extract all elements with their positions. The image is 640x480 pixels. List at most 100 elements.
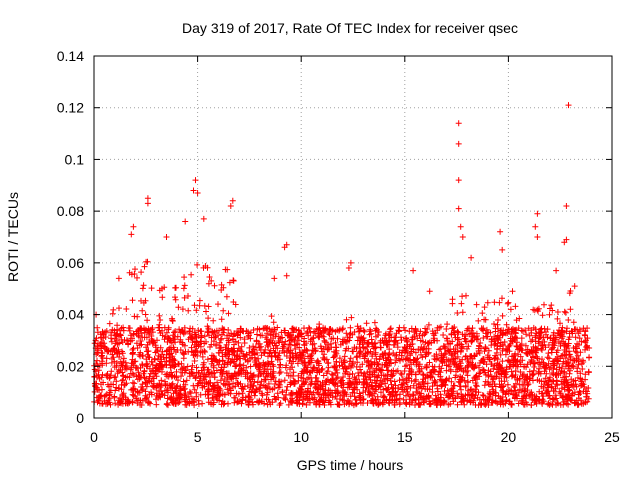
roti-point	[106, 375, 113, 382]
roti-point	[540, 360, 547, 366]
roti-point	[418, 351, 424, 358]
roti-point	[575, 330, 582, 337]
roti-point	[180, 364, 187, 371]
roti-point	[399, 376, 406, 383]
roti-point	[559, 394, 566, 401]
roti-point	[313, 325, 320, 332]
roti-point	[141, 374, 148, 381]
roti-point	[183, 377, 190, 384]
roti-point	[112, 373, 119, 380]
roti-point	[213, 342, 219, 349]
roti-point	[585, 385, 592, 391]
roti-point	[106, 320, 113, 327]
roti-point	[261, 400, 268, 407]
roti-point	[143, 334, 150, 341]
roti-point	[441, 351, 448, 358]
roti-point	[179, 328, 186, 335]
roti-point	[204, 356, 211, 363]
roti-point	[339, 396, 346, 403]
y-tick-label: 0.08	[57, 203, 84, 219]
roti-point	[239, 397, 246, 404]
x-tick-label: 0	[90, 429, 98, 445]
roti-point	[94, 324, 101, 331]
roti-point	[129, 379, 136, 386]
x-axis-label: GPS time / hours	[297, 457, 404, 473]
roti-point	[553, 381, 560, 388]
roti-point	[169, 318, 176, 324]
roti-point	[547, 374, 553, 381]
roti-point	[549, 370, 556, 376]
roti-point	[333, 396, 340, 402]
roti-point	[279, 389, 286, 396]
roti-point	[172, 294, 178, 301]
roti-point	[165, 326, 172, 333]
roti-point	[228, 387, 234, 394]
y-tick-label: 0.06	[57, 255, 84, 271]
roti-point	[335, 401, 342, 408]
roti-point	[429, 363, 436, 370]
roti-point	[444, 321, 451, 328]
roti-point	[413, 385, 420, 392]
roti-point	[274, 390, 281, 397]
roti-point	[94, 357, 100, 364]
roti-point	[159, 294, 166, 301]
roti-point	[252, 351, 258, 358]
roti-point	[205, 369, 212, 376]
x-tick-label: 15	[397, 429, 413, 445]
roti-point	[271, 381, 278, 387]
roti-point	[567, 306, 574, 313]
x-tick-label: 10	[293, 429, 309, 445]
roti-point	[412, 349, 419, 356]
roti-point	[560, 358, 567, 365]
roti-point	[375, 361, 382, 368]
roti-point	[429, 389, 436, 395]
roti-point	[157, 317, 164, 323]
chart-title: Day 319 of 2017, Rate Of TEC Index for r…	[182, 20, 518, 36]
roti-point	[508, 368, 515, 375]
roti-point	[561, 308, 568, 315]
roti-point	[131, 380, 138, 387]
roti-point	[582, 328, 589, 335]
roti-point	[163, 355, 170, 361]
roti-point	[434, 385, 441, 392]
roti-point	[199, 353, 206, 360]
roti-point	[222, 344, 229, 351]
roti-point	[384, 342, 391, 349]
roti-point	[554, 315, 561, 322]
roti-point	[129, 391, 136, 398]
grid-lines	[94, 56, 612, 418]
roti-point	[209, 352, 215, 359]
roti-point	[232, 301, 239, 308]
roti-point	[193, 307, 200, 314]
roti-point	[364, 369, 371, 376]
roti-point	[549, 307, 556, 314]
roti-point	[201, 333, 208, 340]
roti-point	[327, 401, 334, 408]
roti-point	[173, 284, 179, 291]
roti-point	[521, 392, 528, 399]
roti-point	[377, 366, 384, 373]
roti-point	[136, 333, 142, 340]
roti-point	[576, 342, 582, 348]
roti-point	[548, 302, 555, 309]
roti-point	[143, 363, 150, 370]
roti-point	[534, 355, 541, 362]
roti-point	[582, 371, 589, 378]
roti-point	[583, 344, 590, 350]
roti-point	[315, 334, 322, 341]
roti-point	[391, 378, 398, 385]
roti-point	[137, 338, 144, 344]
roti-point	[302, 379, 309, 386]
roti-point	[237, 347, 244, 354]
roti-point	[404, 349, 411, 356]
roti-point	[543, 331, 549, 338]
roti-point	[431, 379, 438, 386]
roti-point	[218, 373, 225, 380]
roti-point	[526, 368, 533, 375]
roti-point	[187, 390, 194, 397]
roti-point	[148, 285, 155, 292]
roti-point	[247, 384, 254, 391]
roti-point	[386, 351, 393, 358]
roti-point	[222, 351, 229, 358]
